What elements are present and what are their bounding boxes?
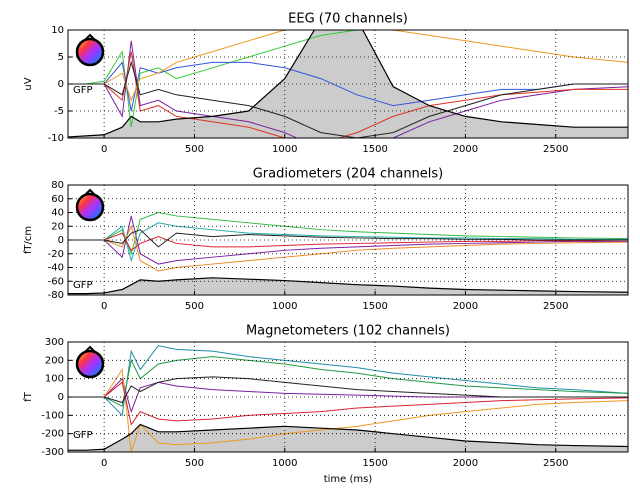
x-tick-label: 2500 (543, 301, 568, 312)
y-tick-label: 300 (45, 337, 64, 348)
y-tick-label: 0 (58, 235, 64, 246)
channel-trace (68, 40, 628, 138)
head-nose (85, 33, 95, 40)
x-tick-label: 2000 (453, 144, 478, 155)
channel-trace (68, 30, 361, 128)
y-tick-label: 40 (51, 208, 64, 219)
x-tick-label: 0 (101, 301, 107, 312)
gfp-label: GFP (73, 430, 93, 441)
panel-title: Magnetometers (102 channels) (246, 324, 450, 339)
panel-title: Gradiometers (204 channels) (253, 167, 444, 182)
plot-area (68, 345, 628, 452)
y-tick-label: -5 (54, 106, 64, 117)
y-tick-label: -40 (48, 263, 64, 274)
y-tick-label: 20 (51, 221, 64, 232)
head-icon (75, 37, 105, 67)
plot-area (68, 211, 628, 295)
y-tick-label: -300 (41, 447, 64, 458)
x-tick-label: 2500 (543, 458, 568, 469)
x-tick-label: 2000 (453, 458, 478, 469)
y-tick-label: -10 (48, 133, 64, 144)
gfp-line (68, 423, 628, 451)
y-tick-label: 80 (51, 180, 64, 191)
y-tick-label: -80 (48, 290, 64, 301)
gfp-line (68, 277, 628, 295)
x-tick-label: 1000 (272, 301, 297, 312)
channel-trace (68, 30, 628, 102)
x-tick-label: 500 (185, 144, 204, 155)
gfp-area (68, 277, 628, 295)
gfp-label: GFP (73, 280, 93, 291)
y-tick-label: 60 (51, 194, 64, 205)
x-tick-label: 500 (185, 458, 204, 469)
head-icon (75, 349, 105, 379)
head-nose (85, 345, 95, 352)
x-tick-label: 2000 (453, 301, 478, 312)
channel-trace (68, 232, 628, 252)
gfp-area (68, 424, 628, 452)
y-axis-label: uV (23, 77, 34, 90)
x-tick-label: 1500 (362, 301, 387, 312)
y-tick-label: 100 (45, 374, 64, 385)
channel-trace (68, 345, 628, 417)
x-tick-label: 1500 (362, 458, 387, 469)
channel-trace (68, 215, 628, 265)
channel-trace (68, 377, 628, 414)
x-tick-label: 500 (185, 301, 204, 312)
channel-trace (68, 376, 628, 404)
channel-trace (68, 51, 628, 138)
channel-trace (68, 222, 628, 263)
x-tick-label: 1500 (362, 144, 387, 155)
y-axis-label: fT (23, 391, 34, 402)
y-tick-label: -200 (41, 429, 64, 440)
gfp-label: GFP (73, 85, 93, 96)
y-tick-label: -20 (48, 249, 64, 260)
channel-trace (68, 368, 628, 452)
panel-title: EEG (70 channels) (288, 12, 408, 27)
y-tick-label: -100 (41, 410, 64, 421)
x-tick-label: 1000 (272, 144, 297, 155)
channel-trace (68, 61, 628, 112)
x-axis-label: time (ms) (324, 474, 373, 485)
channel-trace (68, 211, 628, 256)
y-tick-label: 0 (58, 79, 64, 90)
y-tick-label: -60 (48, 276, 64, 287)
channel-trace (68, 356, 628, 407)
head-icon (75, 192, 105, 222)
x-tick-label: 0 (101, 458, 107, 469)
channel-trace (68, 381, 628, 426)
x-tick-label: 0 (101, 144, 107, 155)
channel-trace (68, 60, 628, 138)
channel-trace (68, 224, 628, 272)
x-tick-label: 2500 (543, 144, 568, 155)
gfp-line (68, 30, 628, 138)
y-tick-label: 5 (58, 52, 64, 63)
channel-trace (68, 229, 628, 248)
y-tick-label: 200 (45, 355, 64, 366)
x-tick-label: 1000 (272, 458, 297, 469)
y-axis-label: fT/cm (23, 226, 34, 254)
gfp-area (68, 30, 628, 138)
y-tick-label: 10 (51, 25, 64, 36)
y-tick-label: 0 (58, 392, 64, 403)
head-nose (85, 188, 95, 195)
